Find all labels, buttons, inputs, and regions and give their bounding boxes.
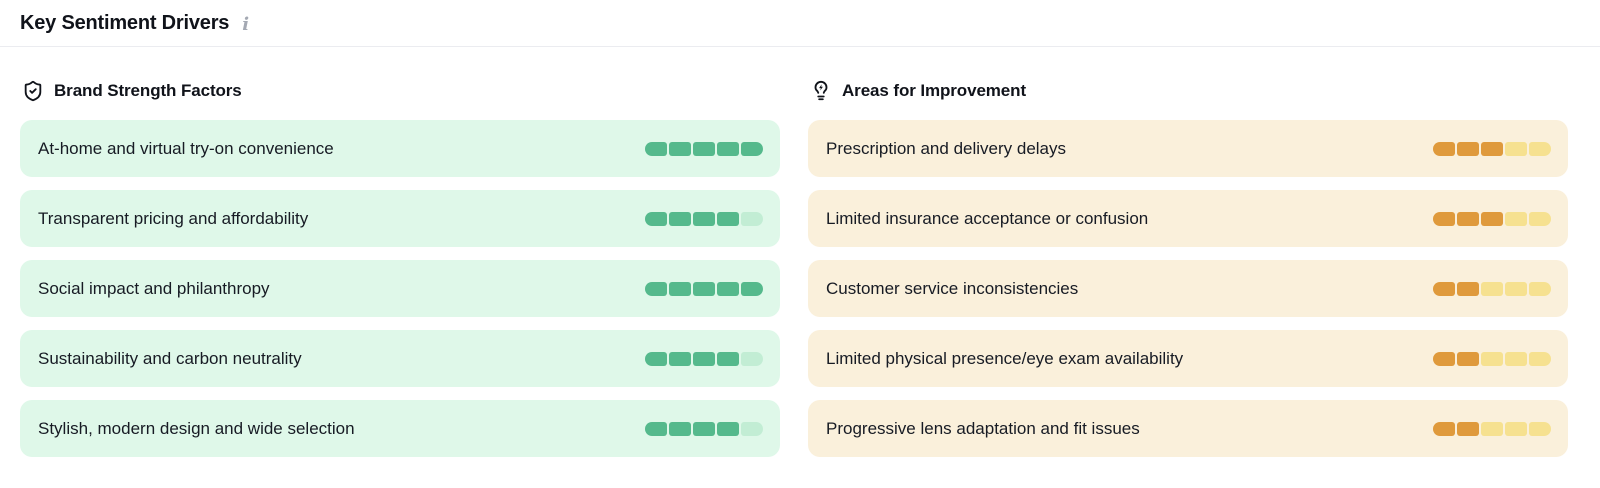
score-segment [1457,421,1479,436]
score-segment [1481,141,1503,156]
page-title: Key Sentiment Drivers [20,12,230,34]
score-segment [693,211,715,226]
score-segment [693,351,715,366]
driver-label: Limited insurance acceptance or confusio… [826,208,1149,228]
score-segment [1433,141,1455,156]
areas-improvement-header: Areas for Improvement [808,80,1568,102]
sentiment-driver-row: Transparent pricing and affordability [20,190,780,247]
sentiment-driver-row: Social impact and philanthropy [20,260,780,317]
score-segment [1505,281,1527,296]
score-segment [1433,281,1455,296]
score-bar [1433,351,1551,366]
sentiment-driver-row: Limited insurance acceptance or confusio… [808,190,1568,247]
score-bar [645,141,763,156]
score-segment [645,141,667,156]
lightbulb-zap-icon [810,80,832,102]
score-segment [669,141,691,156]
score-segment [717,351,739,366]
score-segment [645,351,667,366]
score-bar [645,421,763,436]
score-bar [1433,211,1551,226]
sentiment-driver-row: Stylish, modern design and wide selectio… [20,400,780,457]
driver-label: Social impact and philanthropy [38,278,270,298]
driver-label: Limited physical presence/eye exam avail… [826,348,1184,368]
score-bar [1433,281,1551,296]
score-segment [1457,141,1479,156]
score-segment [669,281,691,296]
driver-label: At-home and virtual try-on convenience [38,138,334,158]
score-segment [693,421,715,436]
score-segment [1505,211,1527,226]
driver-label: Customer service inconsistencies [826,278,1079,298]
brand-strength-column: Brand Strength Factors At-home and virtu… [20,80,780,470]
score-segment [1433,421,1455,436]
score-segment [741,281,763,296]
score-segment [645,211,667,226]
score-segment [717,211,739,226]
score-segment [1481,351,1503,366]
score-bar [1433,421,1551,436]
score-segment [693,281,715,296]
score-segment [741,211,763,226]
sentiment-driver-row: Progressive lens adaptation and fit issu… [808,400,1568,457]
score-bar [1433,141,1551,156]
score-segment [1505,141,1527,156]
score-segment [1457,281,1479,296]
score-segment [669,421,691,436]
score-segment [1457,211,1479,226]
sentiment-driver-row: At-home and virtual try-on convenience [20,120,780,177]
columns-container: Brand Strength Factors At-home and virtu… [0,47,1600,470]
areas-improvement-column: Areas for Improvement Prescription and d… [808,80,1568,470]
score-segment [1505,421,1527,436]
score-segment [1481,211,1503,226]
score-segment [717,281,739,296]
score-bar [645,281,763,296]
column-title: Areas for Improvement [842,81,1027,100]
score-segment [669,211,691,226]
score-segment [1433,211,1455,226]
info-icon[interactable]: i [242,13,250,35]
areas-improvement-list: Prescription and delivery delays Limited… [808,120,1568,457]
driver-label: Sustainability and carbon neutrality [38,348,302,368]
driver-label: Transparent pricing and affordability [38,208,309,228]
driver-label: Prescription and delivery delays [826,138,1067,158]
score-segment [1529,351,1551,366]
sentiment-driver-row: Limited physical presence/eye exam avail… [808,330,1568,387]
score-segment [645,421,667,436]
score-segment [669,351,691,366]
score-segment [717,141,739,156]
shield-check-icon [22,80,44,102]
sentiment-driver-row: Customer service inconsistencies [808,260,1568,317]
sentiment-driver-row: Prescription and delivery delays [808,120,1568,177]
score-segment [741,351,763,366]
score-segment [1457,351,1479,366]
score-segment [1505,351,1527,366]
driver-label: Progressive lens adaptation and fit issu… [826,418,1140,438]
score-segment [645,281,667,296]
brand-strength-header: Brand Strength Factors [20,80,780,102]
sentiment-driver-row: Sustainability and carbon neutrality [20,330,780,387]
score-segment [741,141,763,156]
score-segment [693,141,715,156]
score-segment [1529,421,1551,436]
driver-label: Stylish, modern design and wide selectio… [38,418,355,438]
score-segment [717,421,739,436]
score-segment [741,421,763,436]
panel-header: Key Sentiment Drivers i [0,0,1600,47]
key-sentiment-drivers-panel: Key Sentiment Drivers i Brand Strength F… [0,0,1600,470]
score-segment [1433,351,1455,366]
brand-strength-list: At-home and virtual try-on convenience T… [20,120,780,457]
score-segment [1529,211,1551,226]
score-bar [645,211,763,226]
column-title: Brand Strength Factors [54,81,242,100]
score-bar [645,351,763,366]
score-segment [1529,281,1551,296]
score-segment [1481,421,1503,436]
score-segment [1481,281,1503,296]
score-segment [1529,141,1551,156]
